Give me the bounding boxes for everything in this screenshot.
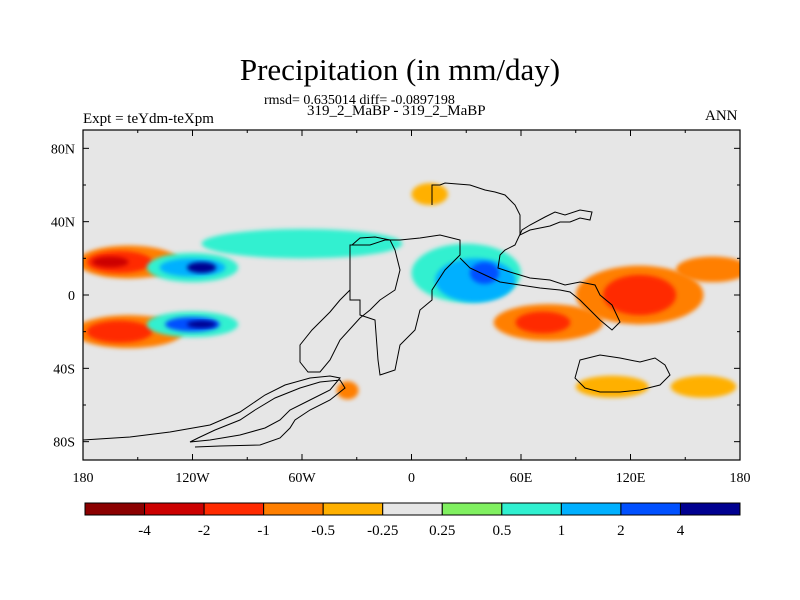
anomaly-region: [676, 256, 740, 283]
anomaly-region: [515, 311, 571, 334]
y-tick-label: 0: [68, 289, 75, 304]
colorbar-swatch: [144, 502, 205, 516]
anomaly-region: [469, 262, 500, 284]
x-tick-label: 60W: [288, 471, 316, 486]
x-tick-label: 120W: [175, 471, 210, 486]
coastline-africa: [349, 234, 461, 376]
colorbar-swatch: [322, 502, 384, 516]
anomaly-region: [187, 320, 217, 329]
colorbar-label: -0.5: [311, 523, 335, 539]
season-label: ANN: [705, 108, 738, 124]
y-tick-label: 40N: [51, 216, 75, 231]
anomaly-region: [603, 274, 677, 316]
x-tick-label: 180: [73, 471, 94, 486]
anomaly-region: [201, 229, 403, 259]
coastline-eurasia: [431, 182, 621, 331]
colorbar-label: -0.25: [367, 523, 398, 539]
colorbar: -4 -2 -1 -0.5 -0.25 0.25 0.5 1 2 4: [84, 502, 741, 539]
anomaly-region: [336, 381, 359, 400]
colorbar-swatch: [441, 502, 503, 516]
colorbar-label: -2: [198, 523, 211, 539]
colorbar-swatch: [560, 502, 622, 516]
colorbar-label: 0.5: [492, 523, 511, 539]
anomaly-region: [86, 320, 153, 343]
colorbar-label: 1: [558, 523, 566, 539]
x-tick-label: 180: [730, 471, 751, 486]
colorbar-label: 2: [617, 523, 625, 539]
chart-title: Precipitation (in mm/day): [239, 52, 561, 87]
coastline-outlines: [83, 182, 671, 448]
colorbar-swatch: [84, 502, 146, 516]
stats-line: rmsd= 0.635014 diff= -0.0897198: [264, 93, 455, 108]
anomaly-region: [411, 183, 448, 206]
anomaly-region: [575, 375, 649, 398]
y-axis: 80N 40N 0 40S 80S: [51, 142, 740, 451]
y-tick-label: 40S: [53, 362, 75, 377]
x-axis: 180 120W 60W 0 60E 120E 180: [73, 130, 751, 486]
colorbar-swatch: [203, 502, 265, 516]
anomaly-region: [92, 256, 129, 268]
colorbar-swatch: [620, 502, 681, 516]
experiment-label: Expt = teYdm-teXpm: [83, 111, 214, 127]
colorbar-swatch: [263, 502, 324, 516]
colorbar-label: 0.25: [429, 523, 455, 539]
colorbar-label: -4: [138, 523, 151, 539]
coastline-americas: [299, 236, 401, 373]
x-tick-label: 60E: [510, 471, 533, 486]
coastline-australia: [574, 354, 671, 393]
colorbar-label: 4: [677, 523, 685, 539]
anomaly-regions: [83, 183, 740, 400]
colorbar-swatch: [501, 502, 562, 516]
x-tick-label: 120E: [616, 471, 646, 486]
x-tick-label: 0: [408, 471, 415, 486]
y-tick-label: 80S: [53, 436, 75, 451]
coastline-antarctica: [83, 375, 346, 448]
colorbar-label: -1: [257, 523, 270, 539]
chart-subtitle: 319_2_MaBP - 319_2_MaBP: [307, 103, 486, 119]
colorbar-swatch: [679, 502, 741, 516]
anomaly-region: [670, 375, 737, 398]
anomaly-region: [187, 262, 217, 273]
y-tick-label: 80N: [51, 142, 75, 157]
colorbar-swatch: [382, 502, 443, 516]
